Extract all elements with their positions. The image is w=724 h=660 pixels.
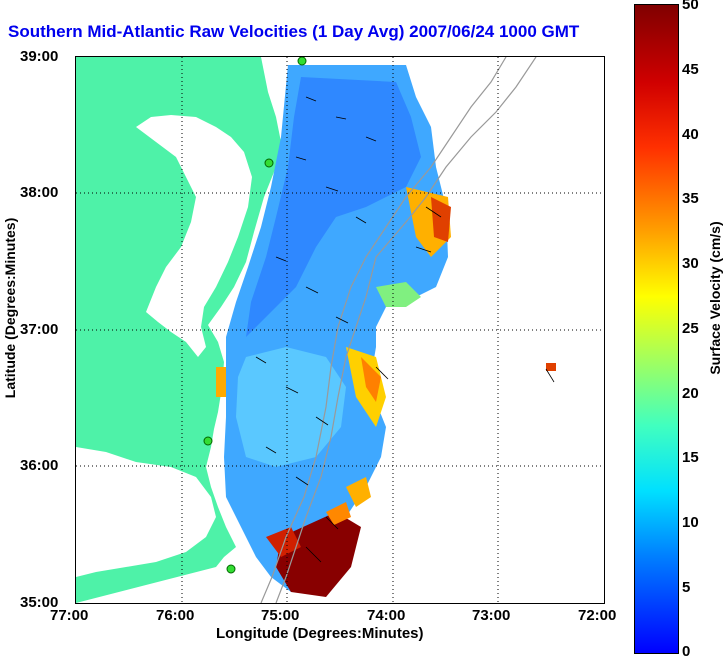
colorbar-tick-50: 50 (682, 0, 699, 13)
xtick-73: 73:00 (472, 607, 511, 624)
colorbar-tick-25: 25 (682, 320, 699, 337)
station-marker (264, 158, 274, 168)
bathymetry-contour (260, 57, 507, 603)
colorbar-tick-35: 35 (682, 190, 699, 207)
ytick-35: 35:00 (20, 594, 59, 611)
velocity-arrows (255, 96, 555, 563)
colorbar (634, 4, 679, 654)
station-marker (297, 57, 307, 66)
ytick-39: 39:00 (20, 48, 59, 65)
radar-stations (203, 57, 307, 574)
colorbar-tick-0: 0 (682, 643, 691, 660)
ytick-38: 38:00 (20, 184, 59, 201)
ytick-37: 37:00 (20, 321, 59, 338)
map-plot-area (75, 56, 605, 604)
colorbar-tick-5: 5 (682, 579, 691, 596)
colorbar-tick-20: 20 (682, 385, 699, 402)
chart-title: Southern Mid-Atlantic Raw Velocities (1 … (8, 22, 580, 41)
xtick-74: 74:00 (367, 607, 406, 624)
y-axis-label: Latitude (Degrees:Minutes) (2, 217, 18, 399)
xtick-76: 76:00 (156, 607, 195, 624)
bathymetry-contour (275, 57, 537, 603)
map-svg (76, 57, 604, 603)
colorbar-tick-30: 30 (682, 255, 699, 272)
xtick-77: 77:00 (50, 607, 89, 624)
xtick-75: 75:00 (261, 607, 300, 624)
bay-water (136, 115, 252, 357)
colorbar-tick-45: 45 (682, 61, 699, 78)
grid-lines (76, 57, 604, 603)
ytick-36: 36:00 (20, 457, 59, 474)
station-marker (203, 436, 213, 446)
xtick-72: 72:00 (578, 607, 617, 624)
colorbar-tick-15: 15 (682, 449, 699, 466)
x-axis-label: Longitude (Degrees:Minutes) (216, 625, 424, 642)
station-marker (226, 564, 236, 574)
colorbar-label: Surface Velocity (cm/s) (707, 221, 723, 375)
colorbar-tick-40: 40 (682, 126, 699, 143)
colorbar-tick-10: 10 (682, 514, 699, 531)
sound-water (76, 447, 216, 577)
